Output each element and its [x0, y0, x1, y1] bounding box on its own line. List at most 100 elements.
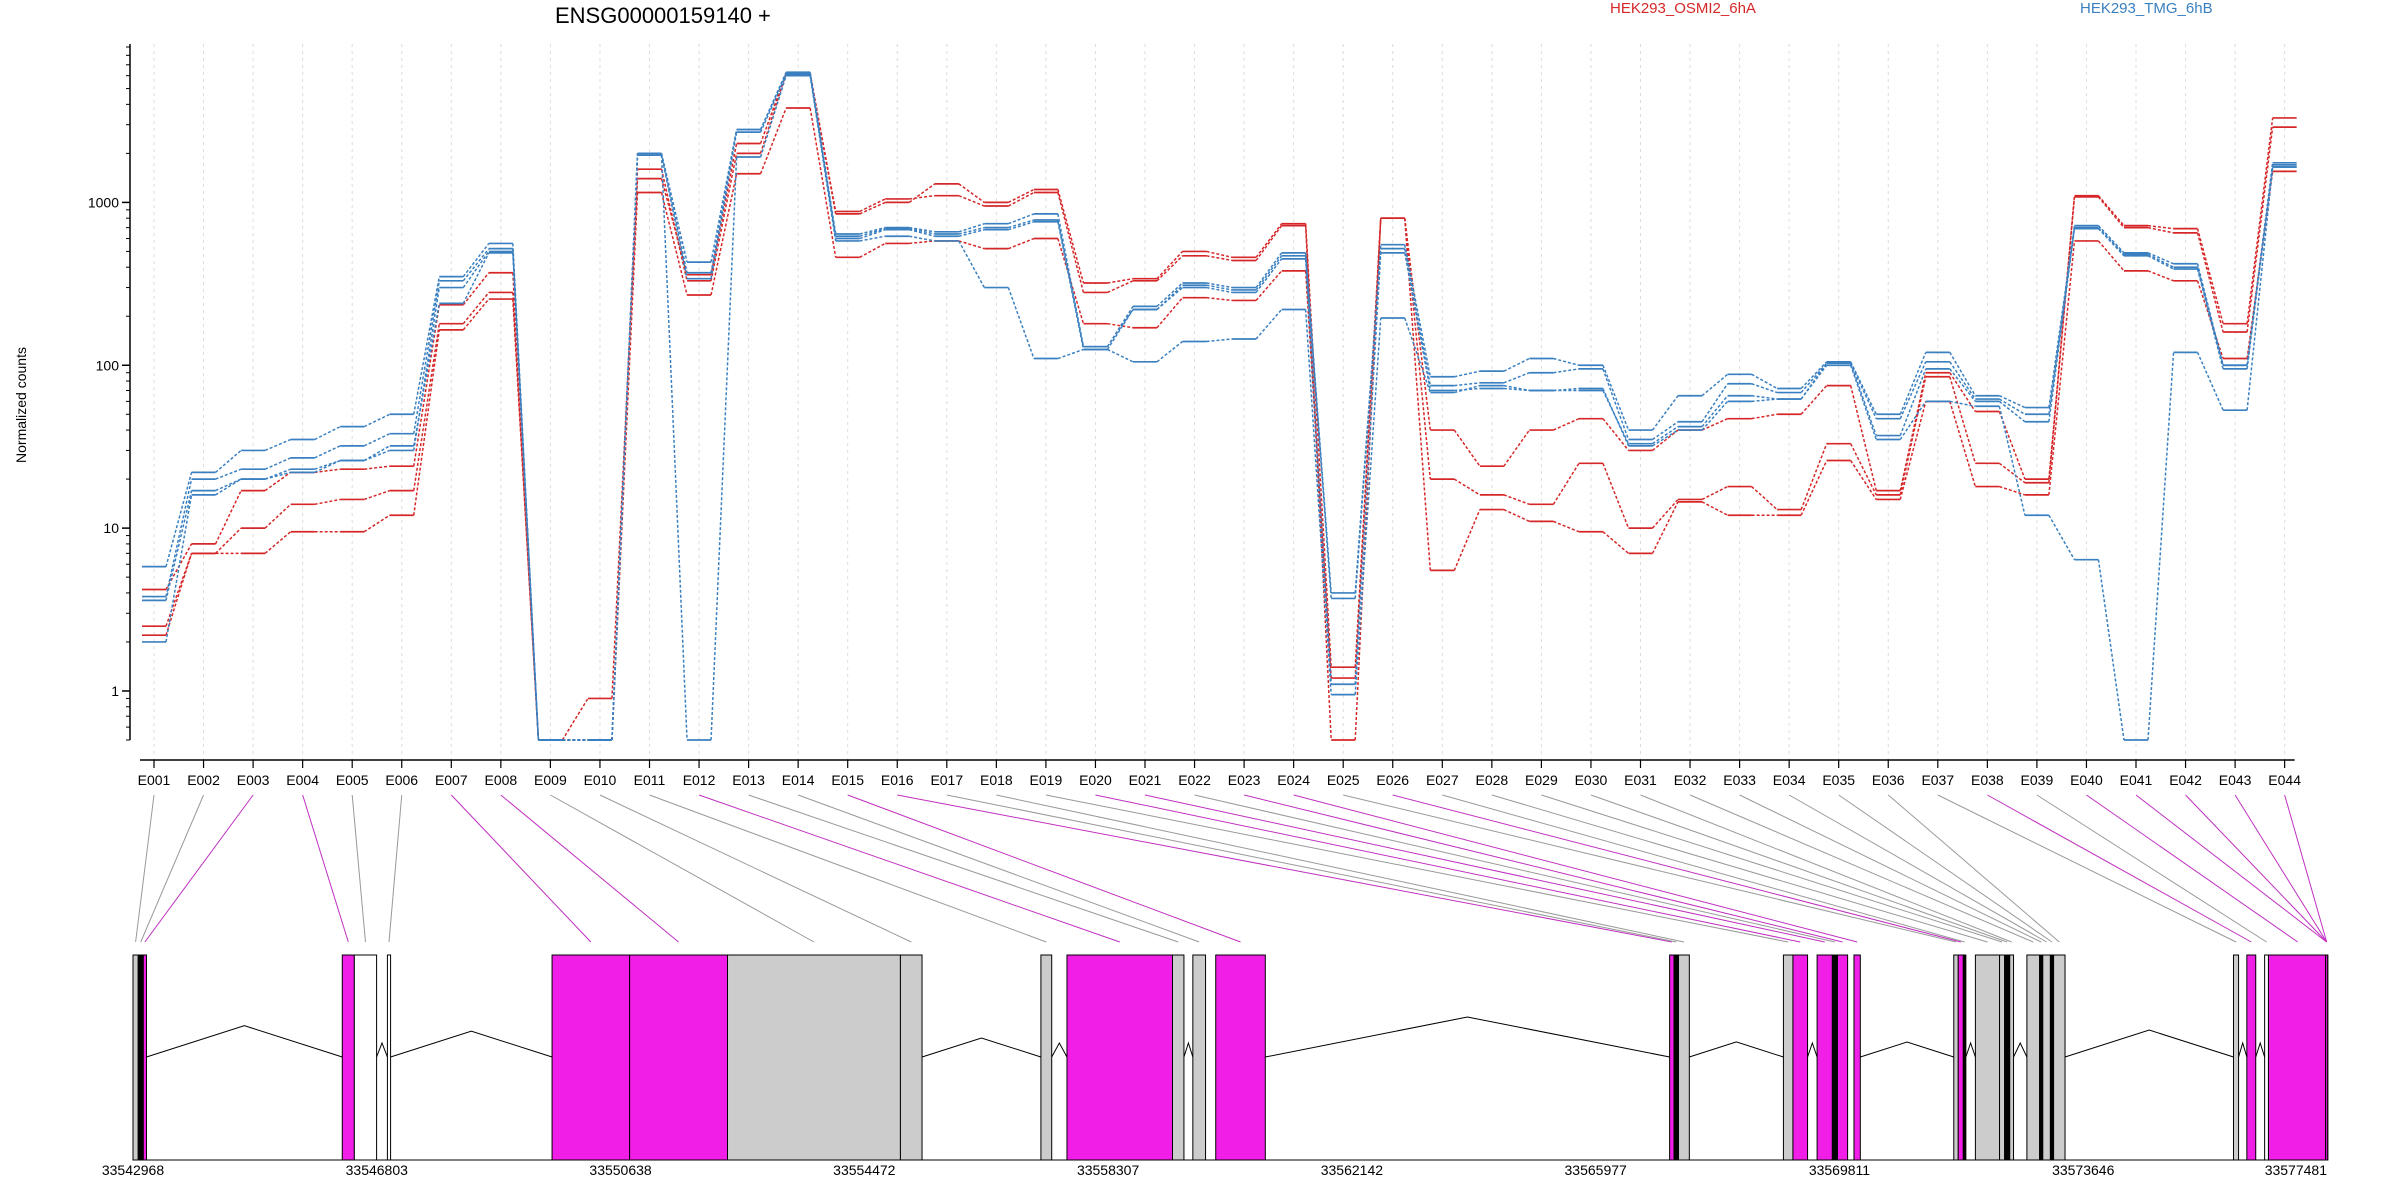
series-3-segment [1255, 270, 1283, 301]
series-5-segment [1553, 368, 1580, 374]
exon-label-E020: E020 [1079, 772, 1112, 788]
series-5-segment [1751, 383, 1778, 394]
exon-block-E009 [727, 954, 901, 1161]
series-4-segment [1156, 282, 1184, 307]
connector-E010 [599, 794, 912, 943]
series-7-segment [958, 240, 986, 288]
exon-block-E037 [2232, 954, 2240, 1161]
series-7-segment [809, 75, 837, 242]
series-7-segment [1849, 365, 1877, 440]
intron-5 [1051, 1041, 1068, 1058]
series-2-segment [958, 194, 985, 207]
series-1-segment [264, 471, 292, 492]
series-2-segment [2048, 196, 2076, 483]
series-5-segment [264, 457, 291, 470]
series-1-segment [1899, 372, 1927, 491]
series-5-segment [1701, 383, 1729, 423]
series-1-segment [512, 272, 540, 741]
exon-label-E037: E037 [1921, 772, 1954, 788]
series-6-segment [462, 250, 490, 288]
series-7-segment [660, 155, 688, 741]
exon-block-E016 [1669, 954, 1675, 1161]
exon-block-E029 [1999, 954, 2006, 1161]
exon-label-E043: E043 [2219, 772, 2252, 788]
series-5-segment [2048, 227, 2076, 415]
connector-E043 [2234, 794, 2328, 943]
series-7-segment [363, 445, 391, 462]
series-1-segment [859, 201, 886, 215]
series-5-segment [660, 153, 688, 273]
series-3-segment [958, 240, 985, 250]
series-1-segment [1701, 417, 1728, 431]
series-4-segment [1999, 395, 2026, 409]
series-3-segment [1008, 237, 1035, 250]
connector-E009 [550, 794, 815, 943]
series-7-segment [1751, 398, 1778, 403]
series-4-segment [1800, 361, 1828, 390]
series-6-segment [314, 459, 341, 470]
intron-12 [2013, 1041, 2028, 1058]
exon-block-E013 [1172, 954, 1185, 1161]
exon-label-E022: E022 [1178, 772, 1211, 788]
series-7-segment [1998, 406, 2026, 516]
connector-E044 [2284, 794, 2328, 943]
series-5-segment [1949, 361, 1976, 400]
series-1-segment [2147, 224, 2174, 230]
exon-label-E021: E021 [1129, 772, 1162, 788]
series-5-segment [2147, 253, 2174, 268]
series-1 [142, 72, 2297, 741]
series-4-segment [314, 425, 341, 441]
series-2-segment [1156, 255, 1184, 282]
exon-block-E015 [1215, 954, 1266, 1161]
series-7-segment [413, 303, 441, 446]
series-3-segment [809, 107, 837, 258]
exon-label-E038: E038 [1971, 772, 2004, 788]
series-5-segment [1602, 368, 1630, 440]
exon-label-E035: E035 [1822, 772, 1855, 788]
series-6-segment [1057, 221, 1085, 350]
series-1-segment [314, 468, 341, 474]
series-1-segment [2097, 195, 2125, 227]
exon-label-E039: E039 [2021, 772, 2054, 788]
series-1-segment [1949, 372, 1976, 412]
exon-block-E006 [386, 954, 392, 1161]
series-3-segment [1800, 460, 1828, 516]
exon-block-E017 [1673, 954, 1680, 1161]
series-group [142, 71, 2297, 741]
exon-block-E038 [2246, 954, 2257, 1161]
exon-block-E034 [2042, 954, 2051, 1161]
intron-11 [1965, 1041, 1976, 1058]
coord-label-33569811: 33569811 [1809, 1162, 1870, 1178]
series-3 [142, 107, 2297, 741]
series-7-segment [1404, 317, 1432, 393]
series-4-segment [859, 226, 886, 235]
series-2-segment [1206, 255, 1233, 262]
exon-block-E021 [1816, 954, 1833, 1161]
series-5-segment [1454, 382, 1480, 387]
series-4-segment [1206, 282, 1233, 289]
connector-E037 [1937, 794, 2237, 943]
connector-E021 [1144, 794, 1825, 943]
series-4-segment [1651, 395, 1679, 431]
exon-label-E040: E040 [2070, 772, 2103, 788]
series-3-segment [1156, 297, 1184, 329]
coord-label-33565977: 33565977 [1565, 1162, 1628, 1178]
intron-9 [1807, 1041, 1818, 1058]
series-2-segment [1255, 225, 1283, 261]
connector-E030 [1590, 794, 2008, 943]
exon-block-E025 [1953, 954, 1959, 1161]
connector-E020 [1095, 794, 1801, 943]
series-5-segment [215, 468, 242, 480]
connector-E033 [1739, 794, 2042, 943]
series-2-segment [1503, 494, 1530, 506]
exon-label-E019: E019 [1030, 772, 1063, 788]
series-6-segment [2246, 166, 2274, 369]
series-4-segment [462, 242, 490, 278]
exon-block-E032 [2026, 954, 2041, 1161]
series-3-segment [462, 298, 490, 331]
series-6-segment [1652, 425, 1679, 445]
coord-label-33573646: 33573646 [2052, 1162, 2115, 1178]
series-2-segment [1453, 478, 1481, 496]
connector-E011 [649, 794, 1047, 943]
